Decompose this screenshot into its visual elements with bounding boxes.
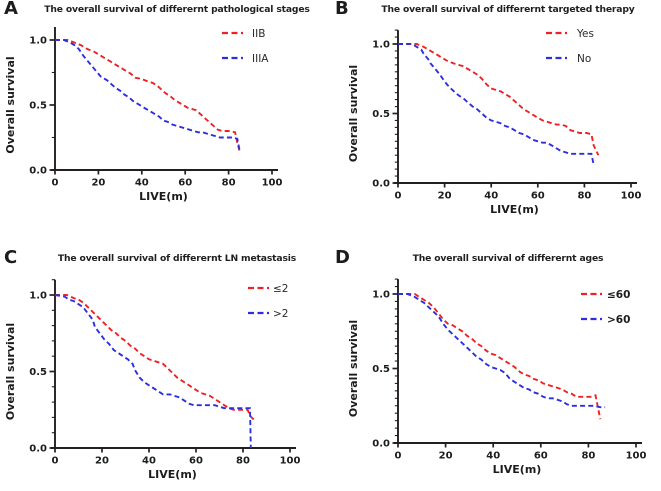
y-tick-label: 0.5 [29,101,47,112]
x-tick-label: 100 [626,451,647,462]
x-tick-label: 20 [91,178,105,189]
y-tick-label: 0.0 [372,179,390,190]
x-tick-label: 60 [531,191,545,202]
x-tick-label: 0 [52,178,59,189]
panel-b: B The overall survival of differernt tar… [331,0,661,245]
survival-curve-No [398,43,595,166]
legend-label-≤60: ≤60 [607,289,630,301]
panel-letter-a: A [4,0,18,19]
survival-curve-≤60 [398,293,602,420]
x-tick-label: 80 [581,451,595,462]
x-tick-label: 20 [95,456,109,467]
survival-curve-IIIA [55,39,241,150]
y-tick-label: 0.0 [372,439,390,450]
x-tick-label: 100 [262,178,283,189]
panel-a: A The overall survival of differernt pat… [0,0,330,245]
survival-curve-≤2 [55,294,256,422]
y-axis-title: Overall survival [347,65,360,162]
x-tick-label: 40 [135,178,149,189]
x-axis-title: LIVE(m) [493,463,542,476]
x-tick-label: 80 [222,178,236,189]
x-tick-label: 80 [577,191,591,202]
x-tick-label: 0 [395,191,402,202]
legend-label-IIB: IIB [252,28,265,40]
survival-curve->2 [54,294,252,449]
chart-title-c: The overall survival of differernt LN me… [57,253,297,264]
x-tick-label: 40 [142,456,156,467]
x-tick-label: 100 [621,191,642,202]
survival-curve->60 [398,293,606,409]
x-tick-label: 40 [484,191,498,202]
survival-chart-c: 0.0 0.5 1.0 0 20 40 60 80 100 LIVE(m) Overall surv… [4,279,301,481]
panel-c: C The overall survival of differernt LN … [0,245,330,491]
y-axis-title: Overall survival [347,320,360,417]
survival-curve-Yes [398,43,600,156]
y-tick-label: 0.5 [29,367,47,378]
x-tick-label: 80 [236,456,250,467]
y-tick-label: 1.0 [372,290,390,301]
y-axis-title: Overall survival [4,56,17,153]
legend-label->2: >2 [273,308,288,320]
y-tick-label: 0.5 [372,364,390,375]
legend-label-No: No [577,53,591,65]
x-tick-label: 100 [280,456,301,467]
y-axis-title: Overall survival [4,323,17,420]
x-axis-title: LIVE(m) [139,190,188,203]
panel-d: D The overall survival of differernt age… [331,245,661,491]
legend-label->60: >60 [607,314,630,326]
x-axis-title: LIVE(m) [490,203,539,216]
x-tick-label: 60 [189,456,203,467]
chart-title-a: The overall survival of differernt patho… [44,4,310,15]
panel-letter-c: C [4,247,18,268]
x-tick-label: 40 [486,451,500,462]
survival-chart-a: 0.0 0.5 1.0 0 20 40 60 80 100 LIVE(m) Overall surv… [4,27,283,203]
y-tick-label: 0.0 [29,166,47,177]
x-tick-label: 60 [178,178,192,189]
y-tick-label: 0.0 [29,444,47,455]
y-tick-label: 1.0 [372,40,390,51]
x-tick-label: 0 [52,456,59,467]
survival-chart-b: 0.0 0.5 1.0 0 20 40 60 80 100 LIVE(m) Overall surv… [347,28,642,216]
x-axis-title: LIVE(m) [148,468,197,481]
y-tick-label: 0.5 [372,109,390,120]
panel-letter-b: B [335,0,349,19]
survival-curve-IIB [55,39,241,151]
x-tick-label: 0 [395,451,402,462]
chart-title-d: The overall survival of differernt ages [412,253,604,264]
x-tick-label: 20 [439,451,453,462]
panel-letter-d: D [335,247,350,268]
x-tick-label: 60 [534,451,548,462]
legend-label-Yes: Yes [576,28,594,40]
x-tick-label: 20 [438,191,452,202]
chart-title-b: The overall survival of differernt targe… [381,4,635,15]
survival-chart-d: 0.0 0.5 1.0 0 20 40 60 80 100 LIVE(m) Overall surv… [347,278,647,476]
y-tick-label: 1.0 [29,291,47,302]
legend-label-≤2: ≤2 [273,283,288,295]
y-tick-label: 1.0 [29,36,47,47]
legend-label-IIIA: IIIA [252,53,269,65]
